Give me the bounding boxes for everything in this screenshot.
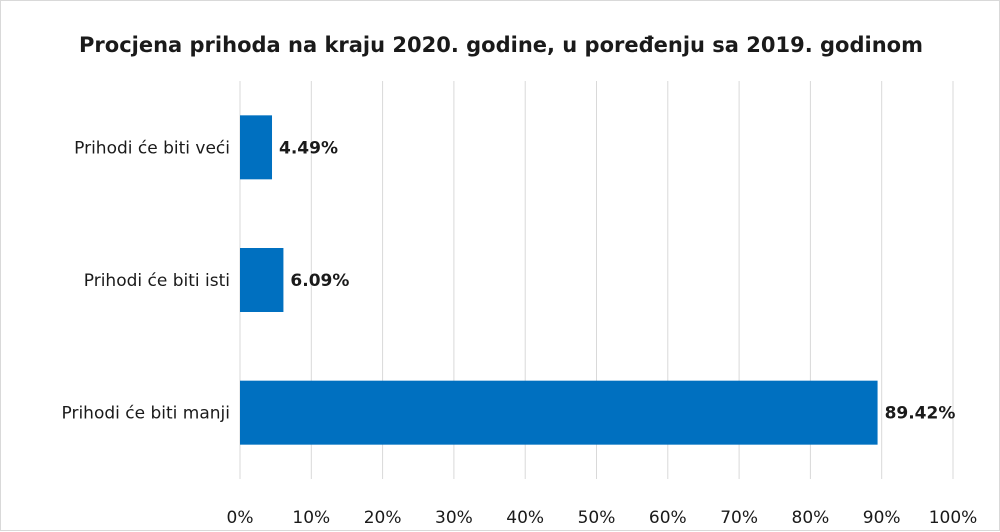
data-label: 4.49% bbox=[279, 138, 338, 158]
bars bbox=[240, 115, 878, 445]
x-tick-label: 0% bbox=[227, 508, 254, 528]
x-axis-ticks: 0% 10% 20% 30% 40% 50% 60% 70% 80% 90% 100% bbox=[227, 508, 978, 528]
x-tick-label: 50% bbox=[578, 508, 616, 528]
x-tick-label: 10% bbox=[292, 508, 330, 528]
x-tick-label: 60% bbox=[649, 508, 687, 528]
data-labels: 4.49% 6.09% 89.42% bbox=[279, 138, 955, 423]
gridlines bbox=[239, 81, 954, 479]
data-label: 6.09% bbox=[290, 271, 349, 291]
x-tick-label: 30% bbox=[435, 508, 473, 528]
x-tick-label: 80% bbox=[792, 508, 830, 528]
bar bbox=[240, 380, 878, 445]
category-label: Prihodi će biti veći bbox=[74, 138, 230, 158]
x-tick-label: 100% bbox=[929, 508, 978, 528]
x-tick-label: 70% bbox=[720, 508, 758, 528]
bar bbox=[240, 248, 284, 312]
x-tick-label: 40% bbox=[506, 508, 544, 528]
x-tick-label: 90% bbox=[863, 508, 901, 528]
chart-title: Procjena prihoda na kraju 2020. godine, … bbox=[79, 33, 923, 57]
category-labels: Prihodi će biti veći Prihodi će biti isti… bbox=[62, 138, 230, 423]
x-tick-label: 20% bbox=[364, 508, 402, 528]
data-label: 89.42% bbox=[885, 404, 956, 424]
category-label: Prihodi će biti manji bbox=[62, 404, 230, 424]
category-label: Prihodi će biti isti bbox=[84, 271, 230, 291]
bar bbox=[240, 115, 273, 180]
